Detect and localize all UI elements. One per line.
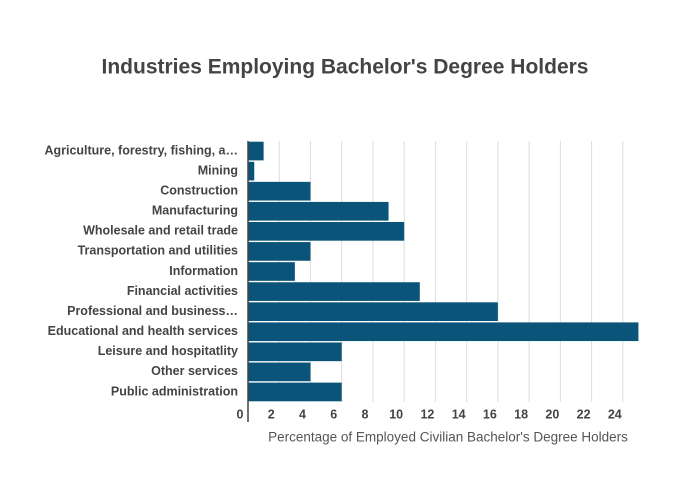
x-axis-title: Percentage of Employed Civilian Bachelor… xyxy=(268,430,628,445)
x-tick-label: 24 xyxy=(608,407,622,421)
y-tick-label: Agriculture, forestry, fishing, a… xyxy=(44,143,238,157)
y-tick-label: Other services xyxy=(151,364,238,378)
y-tick-label: Construction xyxy=(160,183,238,197)
y-tick-label: Transportation and utilities xyxy=(78,244,238,258)
y-tick-label: Wholesale and retail trade xyxy=(83,224,238,238)
x-tick-label: 2 xyxy=(268,407,275,421)
chart-title: Industries Employing Bachelor's Degree H… xyxy=(102,56,589,79)
x-tick-label: 16 xyxy=(483,407,497,421)
y-tick-label: Public administration xyxy=(111,384,238,398)
bar xyxy=(248,342,342,362)
x-tick-label: 0 xyxy=(237,407,244,421)
bar xyxy=(248,282,420,301)
y-tick-label: Professional and business… xyxy=(67,304,238,318)
x-tick-label: 6 xyxy=(330,407,337,421)
y-tick-label: Mining xyxy=(198,163,238,177)
bar xyxy=(248,201,389,221)
x-tick-label: 4 xyxy=(299,407,306,421)
x-tick-label: 12 xyxy=(420,407,434,421)
bar xyxy=(248,181,311,201)
y-tick-label: Information xyxy=(169,264,238,278)
bar xyxy=(248,222,405,241)
bar xyxy=(248,302,498,321)
y-tick-label: Leisure and hospitatlity xyxy=(98,344,238,358)
x-tick-label: 22 xyxy=(577,407,591,421)
bar xyxy=(248,362,311,382)
bar xyxy=(248,161,255,181)
y-tick-label: Educational and health services xyxy=(48,324,238,338)
bar xyxy=(248,141,264,161)
x-tick-label: 14 xyxy=(452,407,466,421)
bar xyxy=(248,262,295,281)
x-tick-label: 10 xyxy=(389,407,403,421)
bar xyxy=(248,382,342,402)
bar xyxy=(248,322,639,342)
y-tick-label: Financial activities xyxy=(127,284,238,298)
x-tick-label: 20 xyxy=(545,407,559,421)
x-tick-label: 18 xyxy=(514,407,528,421)
x-tick-label: 8 xyxy=(361,407,368,421)
y-tick-label: Manufacturing xyxy=(152,204,238,218)
bar xyxy=(248,242,311,261)
